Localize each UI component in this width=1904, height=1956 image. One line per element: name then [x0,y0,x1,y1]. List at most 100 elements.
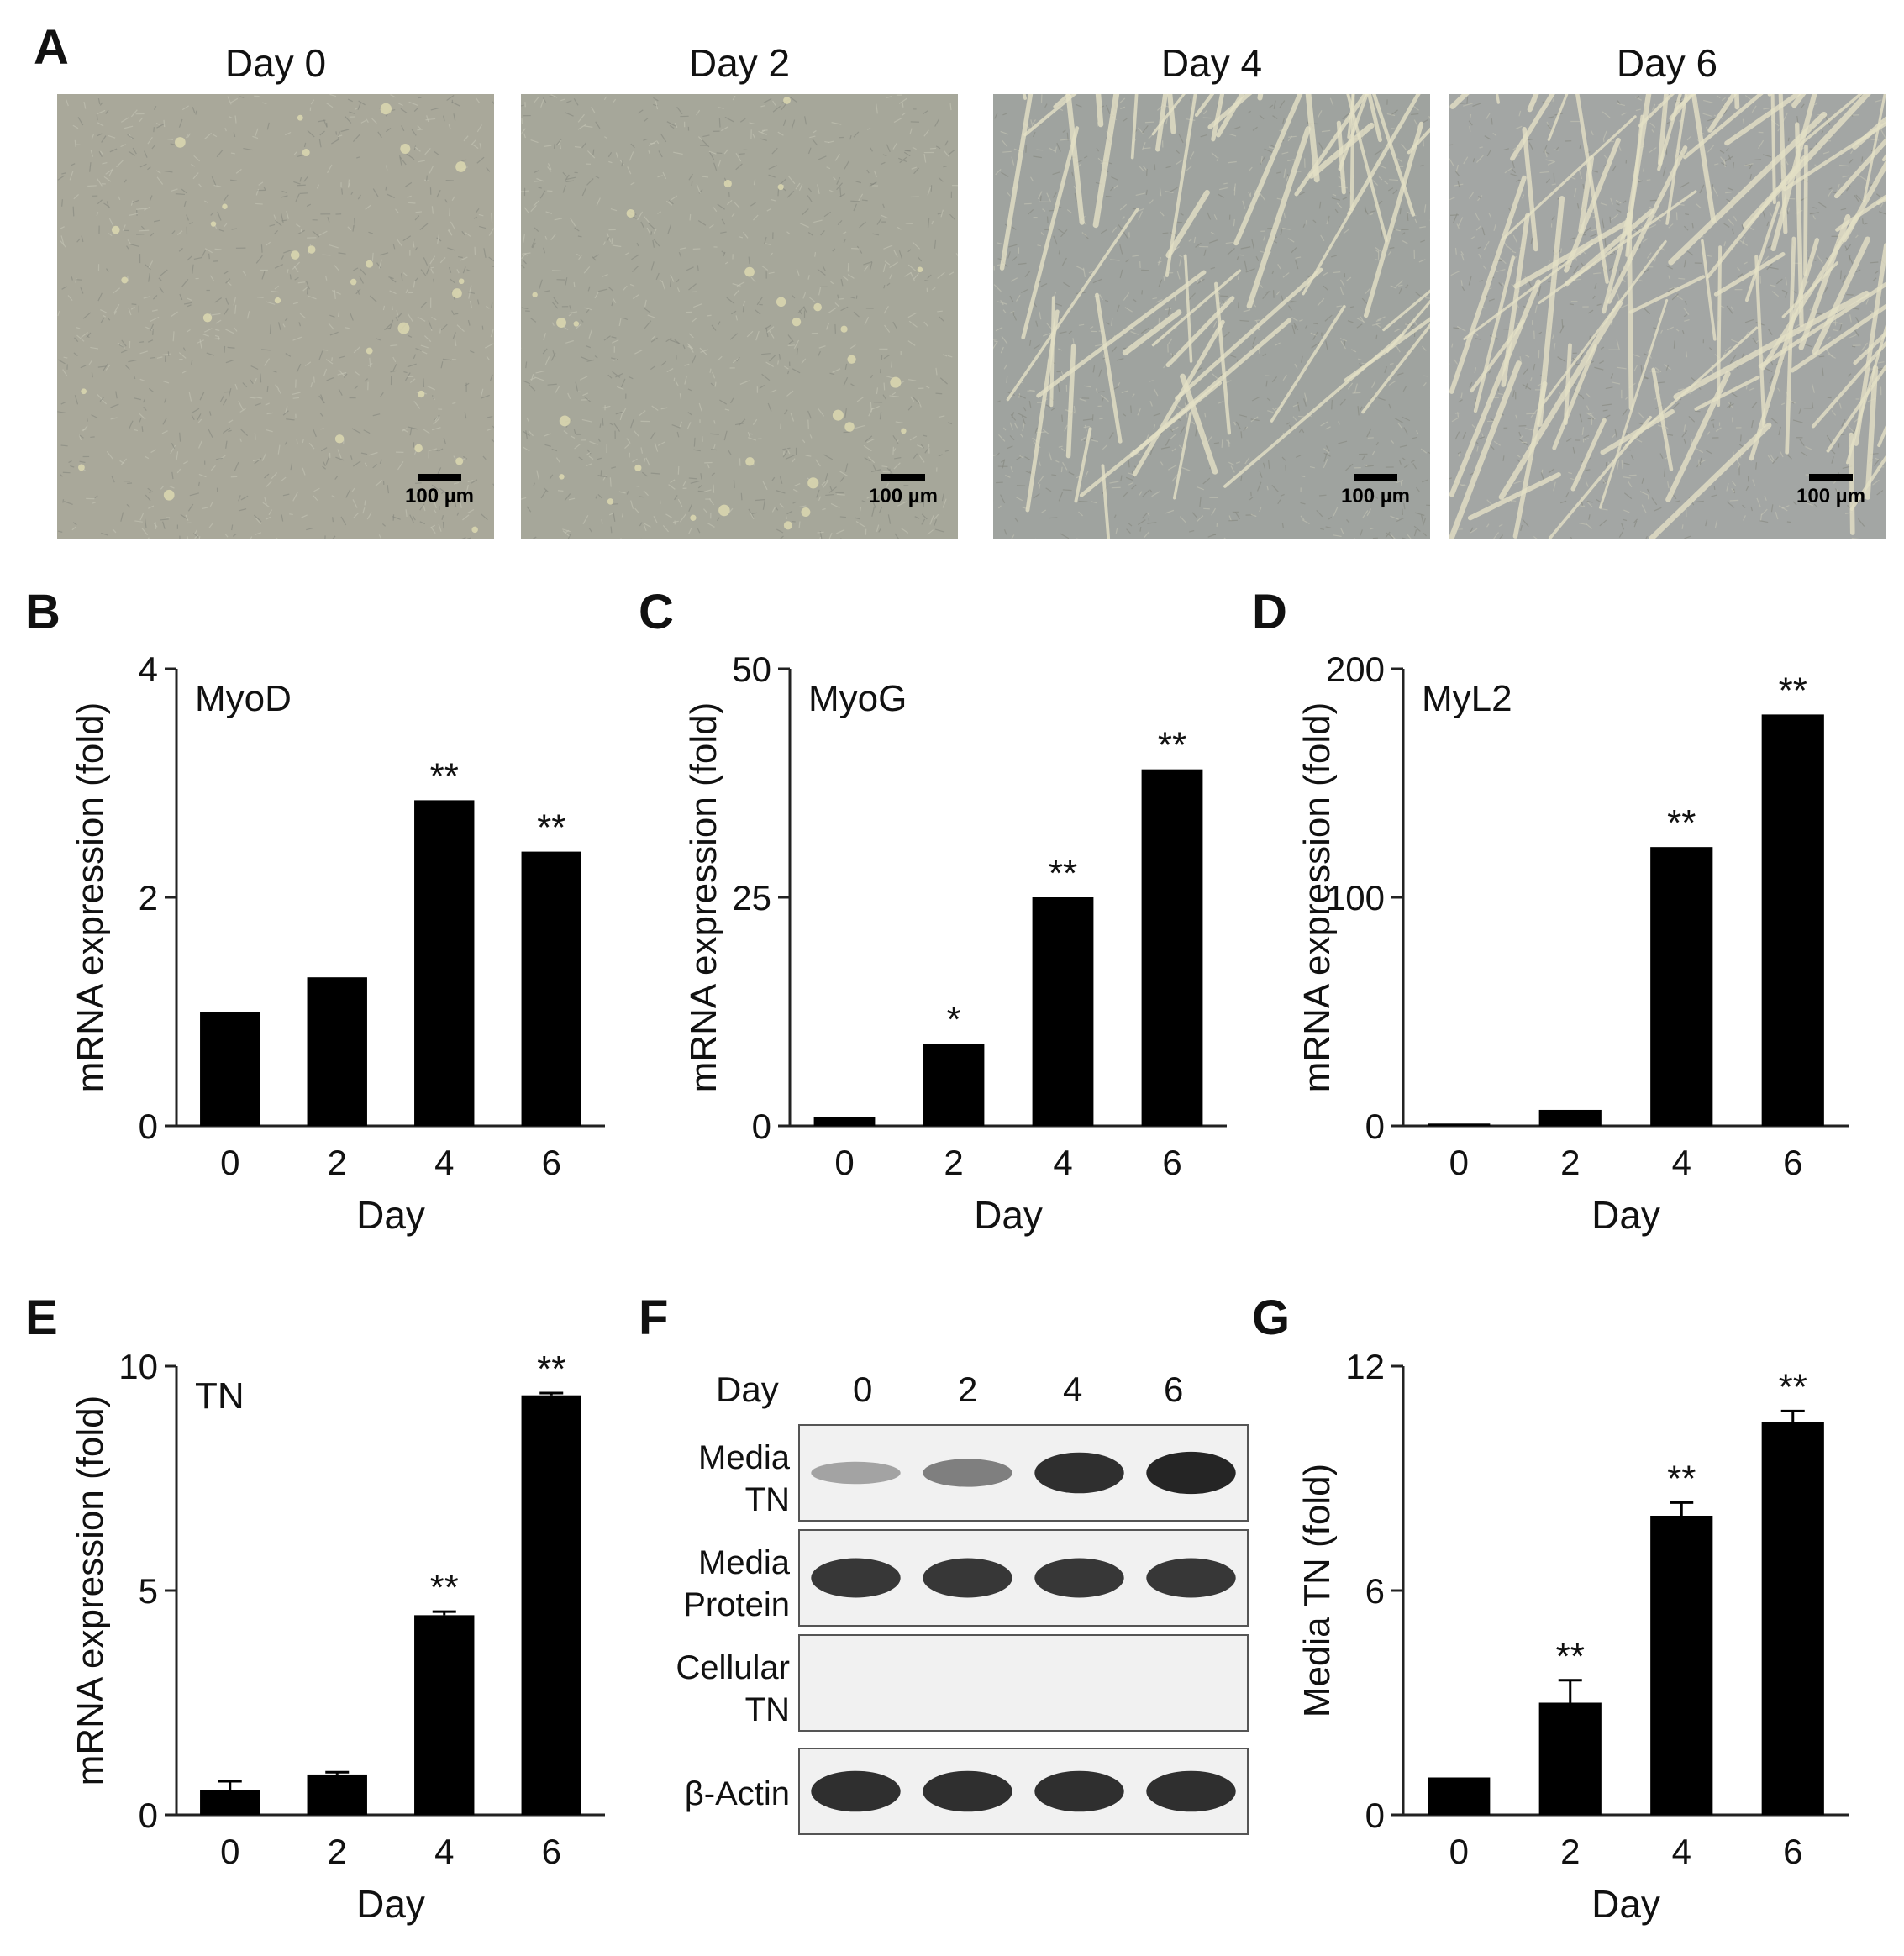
scale-bar: 100 µm [1329,474,1422,508]
blot-lane-4: 4 [1063,1370,1083,1409]
blot-row-label-media-protein: Media Protein [639,1542,790,1626]
bar-day-6 [1761,714,1824,1126]
bar-day-2 [307,1774,367,1815]
micrograph-title: Day 4 [1160,41,1263,85]
chart-myl2: 0 100 200 0 2 ** 4 ** 6 MyL2 Day mRNA expression (f… [1277,639,1865,1260]
bar-day-6 [1141,769,1203,1126]
bar-day-6 [521,1395,581,1815]
blot-band [1146,1558,1236,1598]
panel-label-a: A [34,20,69,75]
x-axis-label: Day [1591,1193,1660,1237]
x-tick-label: 4 [434,1143,454,1182]
micrograph-title: Day 6 [1616,41,1718,85]
blot-band [923,1770,1012,1812]
panel-label-e: E [25,1291,58,1345]
blot-bands [811,1451,1236,1495]
micrograph-texture [993,94,1430,539]
blot-band [1034,1558,1124,1598]
x-tick-label: 0 [1449,1143,1469,1182]
blot-band [811,1770,901,1812]
x-tick-label: 6 [542,1143,561,1182]
y-tick-label: 4 [139,649,158,689]
chart-tn-mrna: 0 5 10 0 2 ** 4 ** 6 TN Day mRNA expression (fold) [50,1336,622,1949]
x-tick-label: 2 [1560,1143,1580,1182]
chart-svg: 0 6 12 0 ** 2 ** 4 ** 6 Day Media TN (fold) [1297,1347,1849,1926]
scale-bar-label: 100 µm [405,485,474,507]
blot-row-label-cellular-tn: Cellular TN [639,1647,790,1731]
bar-day-2 [307,977,367,1126]
chart-svg: 0 25 50 0 * 2 ** 4 ** 6 MyoG Day mRNA expression (fo… [683,649,1227,1237]
y-tick-label: 5 [139,1571,158,1611]
micrograph-texture [521,94,958,539]
x-axis-label: Day [356,1193,425,1237]
x-tick-label: 0 [220,1832,239,1871]
y-tick-label: 200 [1326,649,1385,689]
panel-label-c: C [639,585,674,639]
bar-day-0 [813,1117,876,1126]
scale-bar-line [881,474,925,481]
x-tick-label: 6 [542,1832,561,1871]
chart-svg: 0 5 10 0 2 ** 4 ** 6 TN Day mRNA expression (fold) [70,1347,605,1926]
micrograph-image [57,94,494,539]
bar-day-6 [1761,1422,1824,1815]
x-tick-label: 0 [220,1143,239,1182]
x-tick-label: 6 [1162,1143,1181,1182]
bar-day-0 [1428,1777,1491,1815]
significance-marker: ** [537,1349,565,1390]
x-tick-label: 2 [1560,1832,1580,1871]
blot-row-label-line1: β-Actin [684,1775,790,1812]
blot-row-label-beta-actin: β-Actin [639,1773,790,1815]
y-tick-label: 2 [139,878,158,918]
y-axis-label: mRNA expression (fold) [70,1396,111,1786]
x-tick-label: 0 [1449,1832,1469,1871]
x-tick-label: 2 [328,1832,347,1871]
y-axis-label: mRNA expression (fold) [1297,702,1338,1093]
chart-svg: 0 2 4 0 2 ** 4 ** 6 MyoD Day mRNA expression (fold) [70,649,605,1237]
y-tick-label: 6 [1365,1571,1385,1611]
bar-day-0 [200,1012,260,1126]
scale-bar-label: 100 µm [1796,485,1865,507]
bar-day-4 [414,1615,475,1815]
blot-bands [811,1558,1236,1598]
blot-lane-6: 6 [1164,1370,1184,1409]
blot-strip-media-protein [798,1529,1249,1627]
bar-day-4 [1032,897,1094,1126]
scale-bar-line [418,474,461,481]
x-tick-label: 6 [1783,1832,1802,1871]
y-tick-label: 0 [1365,1796,1385,1835]
bar-day-4 [414,800,475,1126]
x-axis-label: Day [1591,1882,1660,1926]
x-tick-label: 6 [1783,1143,1802,1182]
blot-band [923,1558,1012,1598]
blot-band [1146,1770,1236,1812]
x-tick-label: 2 [328,1143,347,1182]
chart-myod: 0 2 4 0 2 ** 4 ** 6 MyoD Day mRNA expression (fold) [50,639,622,1260]
y-axis-label: mRNA expression (fold) [70,702,111,1093]
blot-bands [811,1770,1236,1812]
x-axis-label: Day [974,1193,1043,1237]
bar-day-6 [521,851,581,1126]
significance-marker: ** [1556,1636,1585,1677]
y-tick-label: 12 [1345,1347,1385,1386]
significance-marker: ** [430,755,459,797]
micrograph-image [993,94,1430,539]
panel-label-d: D [1252,585,1287,639]
chart-media-tn: 0 6 12 0 ** 2 ** 4 ** 6 Day Media TN (fold) [1277,1336,1865,1949]
western-blot: Day 0 2 4 6 Media TN Media Protein Cellu… [639,1336,1260,1941]
gene-annotation: TN [195,1375,245,1417]
significance-marker: * [946,999,960,1040]
y-tick-label: 0 [752,1107,771,1146]
bar-day-0 [1428,1123,1491,1126]
y-tick-label: 100 [1326,878,1385,918]
blot-row-label-line1: Cellular [676,1649,790,1686]
blot-bands [800,1636,1247,1730]
panel-label-b: B [25,585,60,639]
y-tick-label: 0 [139,1107,158,1146]
blot-row-label-line2: Protein [683,1586,790,1623]
bar-day-2 [923,1044,985,1126]
blot-lane-2: 2 [958,1370,978,1409]
bar-day-4 [1650,847,1713,1126]
blot-row-label-line2: TN [744,1691,790,1728]
y-axis-label: mRNA expression (fold) [683,702,724,1093]
y-tick-label: 50 [732,649,771,689]
